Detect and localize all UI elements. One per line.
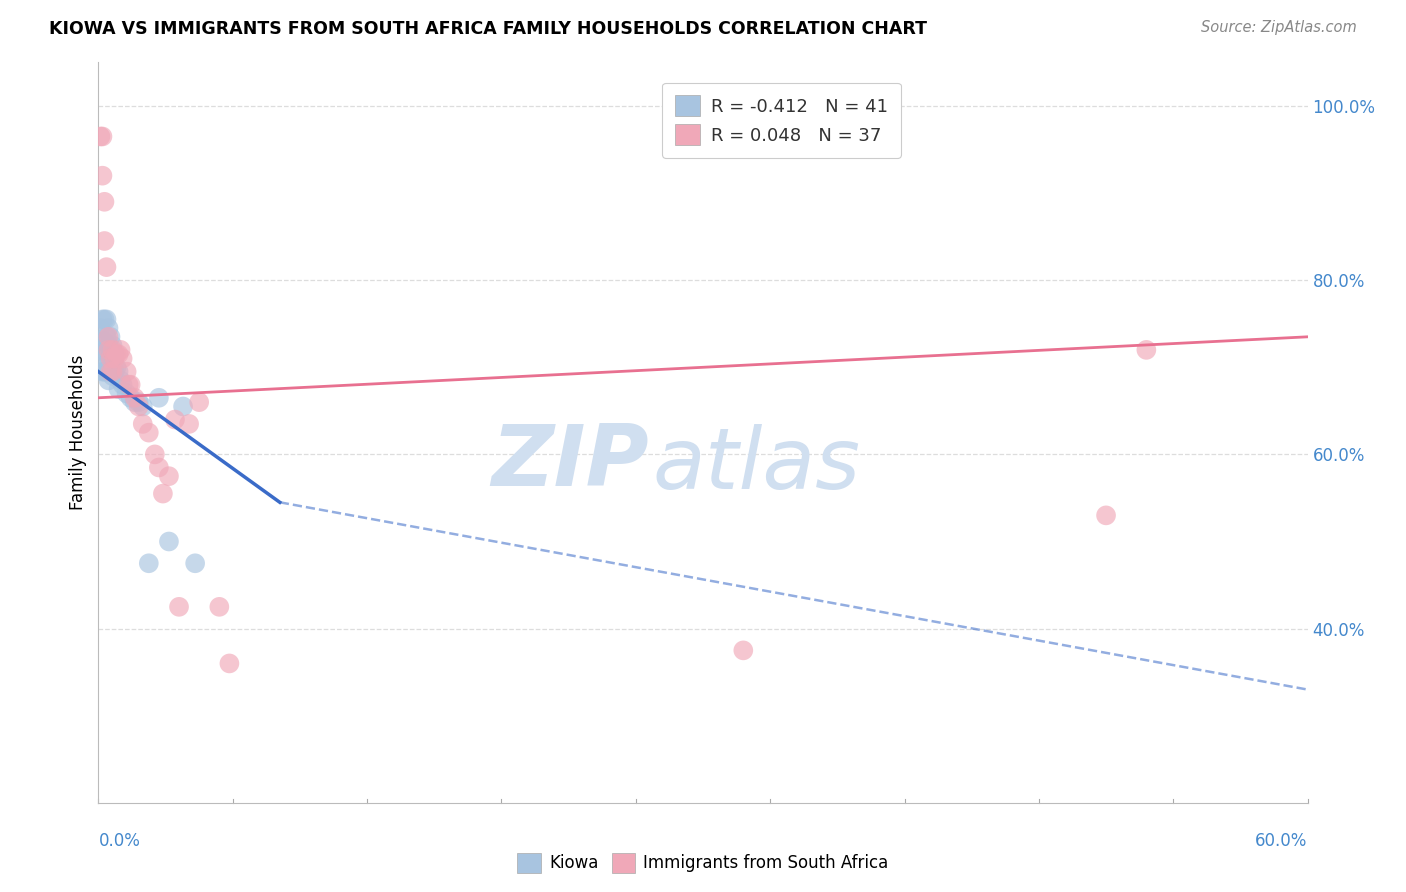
Point — [118, 377, 141, 392]
Legend: R = -0.412   N = 41, R = 0.048   N = 37: R = -0.412 N = 41, R = 0.048 N = 37 — [662, 83, 901, 158]
Point — [105, 360, 128, 375]
Point — [101, 351, 124, 366]
Text: ZIP: ZIP — [491, 421, 648, 504]
Point — [184, 556, 207, 570]
Point — [115, 386, 138, 401]
Point — [218, 657, 240, 671]
Point — [143, 447, 166, 461]
Point — [138, 425, 160, 440]
Point — [100, 347, 122, 361]
Point — [157, 534, 180, 549]
Point — [93, 343, 115, 357]
Point — [208, 599, 231, 614]
Point — [103, 351, 125, 366]
Point — [93, 365, 115, 379]
Text: atlas: atlas — [652, 425, 860, 508]
Point — [163, 412, 186, 426]
Point — [138, 556, 160, 570]
Point — [101, 365, 124, 379]
Text: 60.0%: 60.0% — [1256, 832, 1308, 850]
Point — [93, 312, 115, 326]
Point — [97, 321, 120, 335]
Point — [148, 391, 170, 405]
Point — [96, 312, 118, 326]
Point — [124, 395, 146, 409]
Point — [96, 260, 118, 274]
Point — [93, 334, 115, 348]
Point — [96, 365, 118, 379]
Point — [110, 343, 132, 357]
Point — [91, 365, 114, 379]
Point — [172, 400, 194, 414]
Point — [120, 391, 142, 405]
Point — [89, 321, 111, 335]
Point — [120, 377, 142, 392]
Point — [96, 347, 118, 361]
Point — [107, 365, 129, 379]
Point — [733, 643, 755, 657]
Point — [103, 347, 125, 361]
Point — [179, 417, 201, 431]
Point — [128, 400, 150, 414]
Text: Source: ZipAtlas.com: Source: ZipAtlas.com — [1201, 20, 1357, 35]
Point — [100, 365, 122, 379]
Point — [103, 365, 125, 379]
Point — [97, 343, 120, 357]
Point — [132, 400, 155, 414]
Point — [124, 391, 146, 405]
Point — [101, 343, 124, 357]
Point — [115, 365, 138, 379]
Point — [148, 460, 170, 475]
Point — [101, 338, 124, 352]
Point — [1095, 508, 1118, 523]
Point — [1135, 343, 1157, 357]
Point — [93, 234, 115, 248]
Point — [132, 417, 155, 431]
Point — [100, 330, 122, 344]
Y-axis label: Family Households: Family Households — [69, 355, 87, 510]
Point — [157, 469, 180, 483]
Point — [97, 373, 120, 387]
Point — [96, 330, 118, 344]
Point — [97, 330, 120, 344]
Point — [152, 486, 174, 500]
Point — [89, 129, 111, 144]
Point — [107, 347, 129, 361]
Point — [100, 365, 122, 379]
Text: 0.0%: 0.0% — [98, 832, 141, 850]
Point — [188, 395, 211, 409]
Point — [107, 382, 129, 396]
Point — [91, 334, 114, 348]
Point — [128, 395, 150, 409]
Point — [105, 347, 128, 361]
Text: KIOWA VS IMMIGRANTS FROM SOUTH AFRICA FAMILY HOUSEHOLDS CORRELATION CHART: KIOWA VS IMMIGRANTS FROM SOUTH AFRICA FA… — [49, 20, 927, 37]
Point — [111, 351, 134, 366]
Point — [91, 312, 114, 326]
Point — [111, 377, 134, 392]
Point — [100, 351, 122, 366]
Point — [89, 360, 111, 375]
Legend: Kiowa, Immigrants from South Africa: Kiowa, Immigrants from South Africa — [510, 847, 896, 880]
Point — [91, 129, 114, 144]
Point — [110, 373, 132, 387]
Point — [167, 599, 190, 614]
Point — [91, 169, 114, 183]
Point — [101, 369, 124, 384]
Point — [93, 194, 115, 209]
Point — [89, 343, 111, 357]
Point — [97, 356, 120, 370]
Point — [97, 338, 120, 352]
